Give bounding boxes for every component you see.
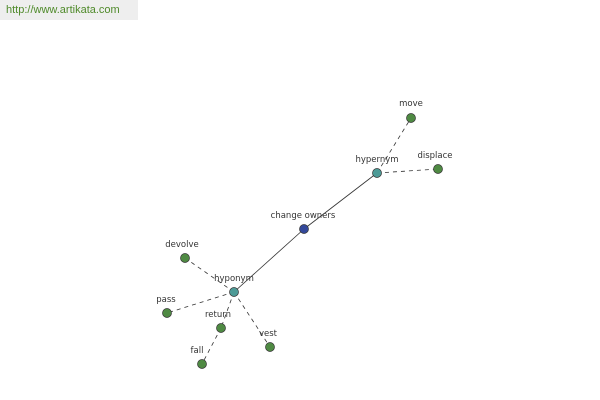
dashed-edge [184, 257, 235, 293]
dashed-edge [376, 117, 412, 174]
edge [233, 228, 305, 293]
node[interactable] [265, 342, 275, 352]
node[interactable] [299, 224, 309, 234]
node-label: change owners [271, 211, 336, 221]
node-label: move [399, 99, 423, 109]
node[interactable] [162, 308, 172, 318]
dashed-edge [233, 291, 271, 348]
dashed-edge [376, 168, 439, 174]
dashed-edge [220, 291, 235, 329]
node[interactable] [216, 323, 226, 333]
node[interactable] [229, 287, 239, 297]
node-label: pass [156, 295, 176, 305]
dashed-edge [166, 291, 235, 314]
node-label: return [205, 310, 231, 320]
node-label: displace [417, 151, 452, 161]
node-label: hyponym [214, 274, 254, 284]
node-label: fall [191, 346, 204, 356]
dashed-edge [201, 327, 222, 365]
node[interactable] [197, 359, 207, 369]
node[interactable] [180, 253, 190, 263]
node[interactable] [406, 113, 416, 123]
node[interactable] [372, 168, 382, 178]
site-url[interactable]: http://www.artikata.com [6, 4, 120, 16]
node-label: hypernym [355, 155, 398, 165]
edge [303, 172, 378, 230]
node[interactable] [433, 164, 443, 174]
node-label: vest [259, 329, 278, 339]
site-header: http://www.artikata.com [0, 0, 138, 20]
node-label: devolve [165, 240, 198, 250]
